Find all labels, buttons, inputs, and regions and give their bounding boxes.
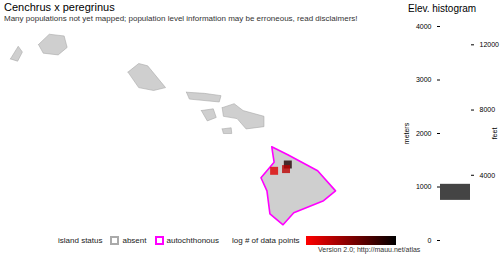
html-text:log # of data points: log # of data points (232, 236, 300, 245)
html-text:Cenchrus x peregrinus: Cenchrus x peregrinus (4, 1, 115, 13)
html-text:Many populations not yet mappe: Many populations not yet mapped; populat… (4, 14, 358, 23)
html-text:absent: absent (122, 236, 147, 245)
html-text:Elev. histogram: Elev. histogram (408, 3, 477, 14)
svg-text:3000: 3000 (416, 76, 432, 83)
svg-text:4000: 4000 (480, 172, 496, 179)
svg-text:2000: 2000 (416, 130, 432, 137)
svg-text:feet: feet (491, 128, 498, 140)
svg-text:meters: meters (403, 122, 410, 144)
html-text:Version 2.0; http://mauu.net/a: Version 2.0; http://mauu.net/atlas (318, 246, 421, 253)
html-text:island status: island status (58, 236, 103, 245)
svg-text:0: 0 (428, 237, 432, 244)
svg-text:12000: 12000 (480, 41, 500, 48)
svg-text:4000: 4000 (416, 23, 432, 30)
svg-text:1000: 1000 (416, 183, 432, 190)
svg-text:8000: 8000 (480, 106, 496, 113)
html-text:autochthonous: autochthonous (166, 236, 219, 245)
